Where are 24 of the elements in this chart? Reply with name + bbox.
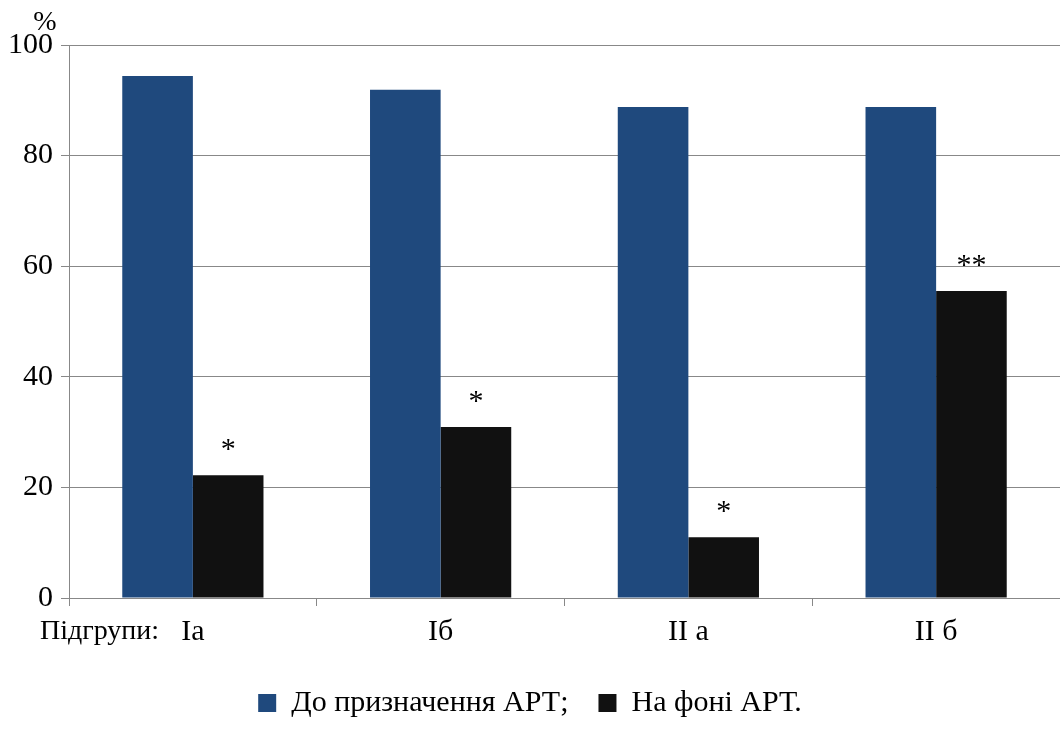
bar [122,75,193,598]
bar [370,89,441,598]
annotation: * [716,493,732,527]
x-tick-label: II б [914,612,958,646]
annotation: * [468,383,484,416]
annotation: ** [956,246,987,280]
bar [865,106,937,598]
annotation: * [220,431,236,465]
x-tick-label: Iб [427,612,454,646]
y-tick-label: 80 [23,136,53,170]
y-tick-label: 60 [23,247,53,281]
bar [617,106,689,598]
bar [440,427,512,598]
y-tick-label: 20 [23,468,53,502]
bar [192,475,264,598]
x-axis-title: Підгрупи: [40,614,160,646]
y-tick-label: 0 [38,578,53,612]
y-tick-label: 40 [23,357,53,391]
x-tick-label: II а [667,612,709,646]
x-tick-label: Ia [181,612,205,646]
legend-label: На фоні АРТ. [631,683,802,717]
legend-label: До призначення АРТ; [291,683,569,717]
bar [688,537,759,598]
bar [936,291,1007,598]
